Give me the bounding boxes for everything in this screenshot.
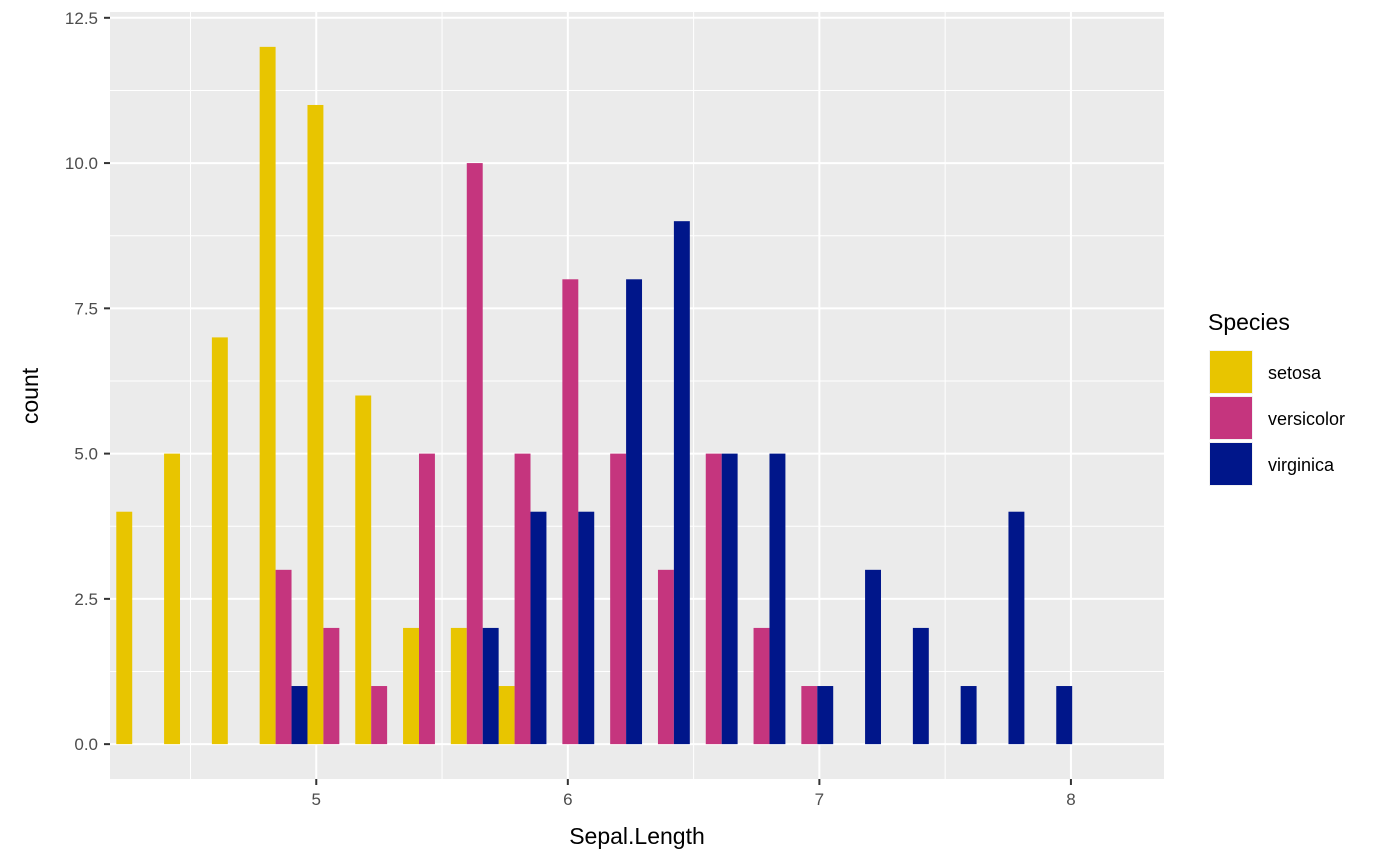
bar-versicolor	[801, 686, 818, 745]
y-tick-label: 10.0	[65, 154, 98, 173]
bar-virginica	[673, 221, 690, 745]
bar-setosa	[307, 104, 324, 745]
bar-setosa	[450, 627, 467, 745]
legend-swatch-versicolor	[1210, 397, 1252, 439]
bar-setosa	[211, 337, 228, 745]
x-tick-label: 5	[312, 790, 321, 809]
bar-versicolor	[753, 627, 770, 745]
legend: Species setosa versicolor virginica	[1208, 309, 1345, 486]
y-tick-label: 7.5	[74, 299, 98, 318]
bar-versicolor	[562, 279, 579, 745]
bar-virginica	[721, 453, 738, 745]
bars	[116, 46, 1073, 745]
y-tick-label: 12.5	[65, 9, 98, 28]
bar-virginica	[960, 686, 977, 745]
bar-setosa	[164, 453, 181, 745]
bar-virginica	[578, 511, 595, 745]
legend-label-virginica: virginica	[1268, 455, 1335, 475]
bar-setosa	[355, 395, 372, 745]
bar-versicolor	[657, 569, 674, 745]
bar-virginica	[865, 569, 881, 745]
legend-label-versicolor: versicolor	[1268, 409, 1345, 429]
legend-items: setosa versicolor virginica	[1209, 350, 1345, 486]
bar-versicolor	[466, 163, 483, 745]
bar-virginica	[817, 686, 834, 745]
bar-versicolor	[371, 686, 388, 745]
bar-setosa	[116, 511, 133, 745]
y-tick-label: 2.5	[74, 590, 98, 609]
x-tick-label: 6	[563, 790, 572, 809]
bar-virginica	[1008, 511, 1025, 745]
bar-virginica	[1056, 686, 1073, 745]
bar-versicolor	[275, 569, 292, 745]
legend-swatch-virginica	[1210, 443, 1252, 485]
bar-setosa	[259, 46, 276, 745]
y-tick-label: 5.0	[74, 445, 98, 464]
bar-versicolor	[610, 453, 627, 745]
bar-virginica	[626, 279, 643, 745]
bar-setosa	[403, 627, 419, 745]
x-axis-title: Sepal.Length	[569, 823, 705, 849]
bar-virginica	[291, 686, 308, 745]
bar-virginica	[482, 627, 499, 745]
bar-setosa	[498, 686, 515, 745]
bar-versicolor	[418, 453, 435, 745]
x-tick-label: 7	[815, 790, 824, 809]
axes: 0.0 2.5 5.0 7.5 10.0 12.5 5 6 7 8	[65, 9, 1076, 809]
bar-virginica	[530, 511, 547, 745]
bar-versicolor	[514, 453, 531, 745]
bar-versicolor	[323, 627, 340, 745]
y-axis-title: count	[17, 367, 43, 424]
bar-versicolor	[705, 453, 722, 745]
x-tick-label: 8	[1066, 790, 1075, 809]
bar-virginica	[769, 453, 786, 745]
bar-virginica	[912, 627, 929, 745]
y-tick-label: 0.0	[74, 735, 98, 754]
legend-title: Species	[1208, 309, 1290, 335]
legend-label-setosa: setosa	[1268, 363, 1322, 383]
legend-swatch-setosa	[1210, 351, 1252, 393]
